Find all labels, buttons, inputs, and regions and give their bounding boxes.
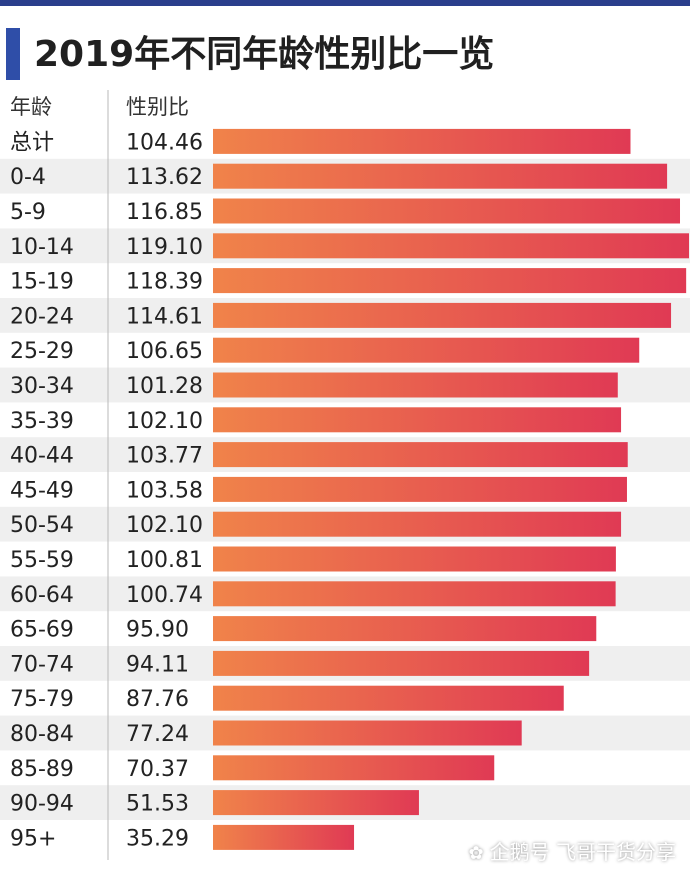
value-label: 102.10 xyxy=(126,513,203,538)
bar xyxy=(213,476,627,502)
value-label: 118.39 xyxy=(126,270,203,295)
category-label: 55-59 xyxy=(10,548,74,573)
bar xyxy=(213,581,616,607)
category-label: 80-84 xyxy=(10,722,74,747)
bar xyxy=(213,163,668,189)
value-label: 113.62 xyxy=(126,165,203,190)
category-label: 95+ xyxy=(10,826,56,851)
bar xyxy=(213,790,419,816)
category-label: 30-34 xyxy=(10,374,74,399)
category-label: 50-54 xyxy=(10,513,74,538)
bar xyxy=(213,198,681,224)
header-ratio: 性别比 xyxy=(126,95,189,119)
value-label: 114.61 xyxy=(126,304,203,329)
bar xyxy=(213,302,672,328)
value-label: 101.28 xyxy=(126,374,203,399)
value-label: 104.46 xyxy=(126,130,203,155)
category-label: 35-39 xyxy=(10,409,74,434)
category-label: 70-74 xyxy=(10,652,74,677)
category-label: 15-19 xyxy=(10,270,74,295)
bar xyxy=(213,755,495,781)
value-label: 51.53 xyxy=(126,792,189,817)
category-label: 25-29 xyxy=(10,339,74,364)
category-label: 0-4 xyxy=(10,165,46,190)
category-label: 85-89 xyxy=(10,757,74,782)
chart-title: 2019年不同年龄性别比一览 xyxy=(34,34,495,75)
category-label: 90-94 xyxy=(10,792,74,817)
bar xyxy=(213,824,355,850)
value-label: 106.65 xyxy=(126,339,203,364)
value-label: 119.10 xyxy=(126,235,203,260)
bar xyxy=(213,372,618,398)
bar xyxy=(213,337,640,363)
bar xyxy=(213,442,628,468)
watermark-text: 企鹅号 飞哥干货分享 xyxy=(489,840,676,864)
value-label: 87.76 xyxy=(126,687,189,712)
value-label: 103.58 xyxy=(126,478,203,503)
title-accent-bar xyxy=(6,28,20,80)
bar xyxy=(213,720,522,746)
value-label: 100.74 xyxy=(126,583,203,608)
value-label: 35.29 xyxy=(126,826,189,851)
bar xyxy=(213,650,590,676)
value-label: 95.90 xyxy=(126,618,189,643)
category-label: 10-14 xyxy=(10,235,74,260)
value-label: 77.24 xyxy=(126,722,189,747)
value-label: 116.85 xyxy=(126,200,203,225)
bar xyxy=(213,616,597,642)
value-label: 70.37 xyxy=(126,757,189,782)
category-label: 5-9 xyxy=(10,200,46,225)
header-age: 年龄 xyxy=(10,95,52,119)
value-label: 102.10 xyxy=(126,409,203,434)
chart-rows: 总计 104.46 0-4 113.62 5-9 116.85 10-14 119.10 15-… xyxy=(10,128,689,851)
category-label: 65-69 xyxy=(10,618,74,643)
value-label: 94.11 xyxy=(126,652,189,677)
bar xyxy=(213,268,687,294)
value-label: 100.81 xyxy=(126,548,203,573)
category-label: 20-24 xyxy=(10,304,74,329)
title-bar: 2019年不同年龄性别比一览 xyxy=(0,14,690,80)
category-label: 45-49 xyxy=(10,478,74,503)
category-label: 40-44 xyxy=(10,444,74,469)
penguin-icon: ✿ xyxy=(468,843,484,864)
bar xyxy=(213,128,631,154)
category-label: 75-79 xyxy=(10,687,74,712)
value-label: 103.77 xyxy=(126,444,203,469)
bar xyxy=(213,407,622,433)
watermark: ✿ 企鹅号 飞哥干货分享 xyxy=(469,836,676,865)
category-label: 60-64 xyxy=(10,583,74,608)
category-label: 总计 xyxy=(10,130,54,155)
bar xyxy=(213,233,689,259)
bar xyxy=(213,511,622,537)
bar xyxy=(213,685,564,711)
bar xyxy=(213,546,616,572)
top-strip xyxy=(0,0,690,6)
